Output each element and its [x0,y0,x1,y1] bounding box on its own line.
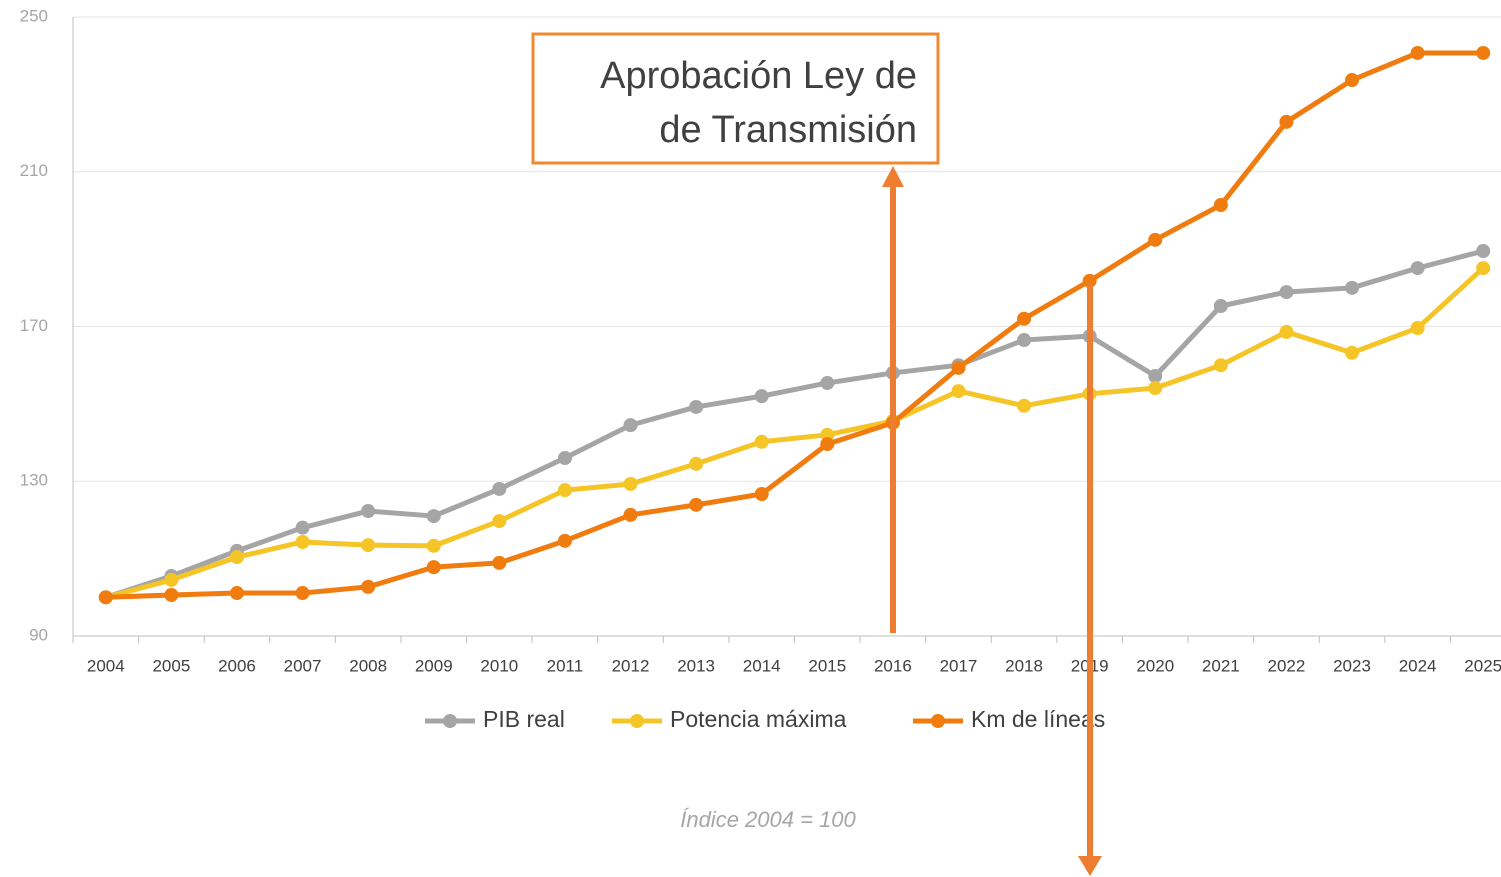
point [426,560,441,575]
point [754,389,769,404]
point [229,550,244,565]
point [623,476,638,491]
point [295,586,310,601]
x-tick-label: 2011 [547,656,584,675]
point [295,534,310,549]
plot: 90 130 170 210 250 2004 2005 2006 2007 2008 2009 20… [20,6,1501,675]
point [1213,198,1228,213]
x-tick-label: 2018 [1005,656,1043,675]
point [229,586,244,601]
point [951,384,966,399]
point [1213,358,1228,373]
annotation-box [531,32,940,165]
point [426,538,441,553]
point [1476,45,1491,60]
point [820,437,835,452]
point [1148,369,1163,384]
point [1345,73,1360,88]
y-tick-label: 130 [20,471,48,490]
point [1345,280,1360,295]
point [1279,324,1294,339]
x-tick-label: 2012 [612,656,650,675]
arrow-head [882,166,904,187]
point [1017,311,1032,326]
x-tick-label: 2024 [1399,656,1437,675]
legend-marker [931,714,945,728]
point [1148,381,1163,396]
x-tick-label: 2008 [349,656,387,675]
x-tick-label: 2017 [940,656,978,675]
x-tick-label: 2014 [743,656,781,675]
point [623,418,638,433]
x-tick-label: 2021 [1202,656,1240,675]
arrow-head [1078,856,1102,876]
point [1410,45,1425,60]
point [1017,333,1032,348]
point [1213,298,1228,313]
point [492,481,507,496]
x-tick-label: 2013 [677,656,715,675]
x-tick-label: 2022 [1268,656,1306,675]
point [1279,114,1294,129]
x-tick-label: 2009 [415,656,453,675]
point [1017,398,1032,413]
point [492,555,507,570]
point [754,434,769,449]
y-tick-label: 170 [20,316,48,335]
point [689,497,704,512]
point [1148,232,1163,247]
x-tick-label: 2023 [1333,656,1371,675]
x-tick-label: 2007 [284,656,322,675]
series-line [105,266,1485,600]
point [426,509,441,524]
point [1082,273,1097,288]
point [1476,261,1491,276]
x-tick-label: 2020 [1136,656,1174,675]
x-tick-label: 2004 [87,656,125,675]
point [820,375,835,390]
point [492,514,507,529]
x-tick-label: 2015 [808,656,846,675]
point [557,451,572,466]
legend-label: Km de líneas [971,706,1105,732]
x-tick-label: 2016 [874,656,912,675]
footnote: Índice 2004 = 100 [680,807,856,832]
point [1476,244,1491,259]
x-tick-label: 2010 [480,656,518,675]
annotation-text: de Transmisión [659,109,917,151]
point [164,572,179,587]
y-tick-label: 90 [29,625,48,644]
point [623,507,638,522]
point [164,587,179,602]
point [689,399,704,414]
y-tick-label: 250 [20,6,48,25]
legend-marker [630,714,644,728]
point [361,538,376,553]
arrows [882,166,1102,876]
y-tick-label: 210 [20,161,48,180]
point [295,520,310,535]
legend-label: PIB real [483,706,565,732]
series-line [105,248,1484,600]
point [1410,261,1425,276]
series-line [105,50,1484,600]
x-tick-label: 2006 [218,656,256,675]
x-tick-label: 2025 [1464,656,1501,675]
point [689,456,704,471]
point [951,360,966,375]
point [1345,345,1360,360]
point [98,590,113,605]
point [754,487,769,502]
point [361,579,376,594]
legend-marker [443,714,457,728]
annotation-text: Aprobación Ley de [600,55,917,97]
point [557,533,572,548]
point [1279,285,1294,300]
legend-label: Potencia máxima [670,706,847,732]
point [557,483,572,498]
x-tick-label: 2005 [152,656,190,675]
point [361,504,376,519]
point [1410,321,1425,336]
